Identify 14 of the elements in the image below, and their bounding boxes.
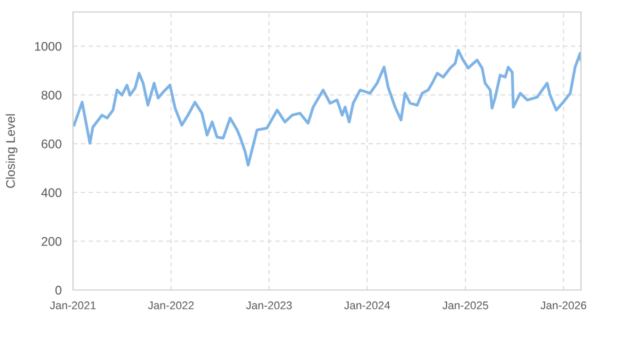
x-tick-label: Jan-2024 (344, 301, 390, 310)
x-tick-label: Jan-2025 (442, 301, 488, 310)
line-series (73, 48, 581, 167)
x-tick-label: Jan-2021 (50, 301, 96, 310)
y-tick-label: 1000 (35, 42, 62, 51)
x-tick-label: Jan-2023 (246, 301, 292, 310)
y-tick-label: 200 (42, 237, 62, 246)
y-tick-label: 400 (41, 188, 62, 198)
y-tick-label: 600 (42, 139, 62, 148)
y-tick-label: 800 (42, 90, 62, 100)
x-tick-label: Jan-2026 (540, 301, 586, 310)
x-tick-label: Jan-2022 (148, 301, 194, 310)
y-axis-title: Closing Level (6, 114, 18, 188)
y-tick-label: 0 (55, 286, 62, 295)
